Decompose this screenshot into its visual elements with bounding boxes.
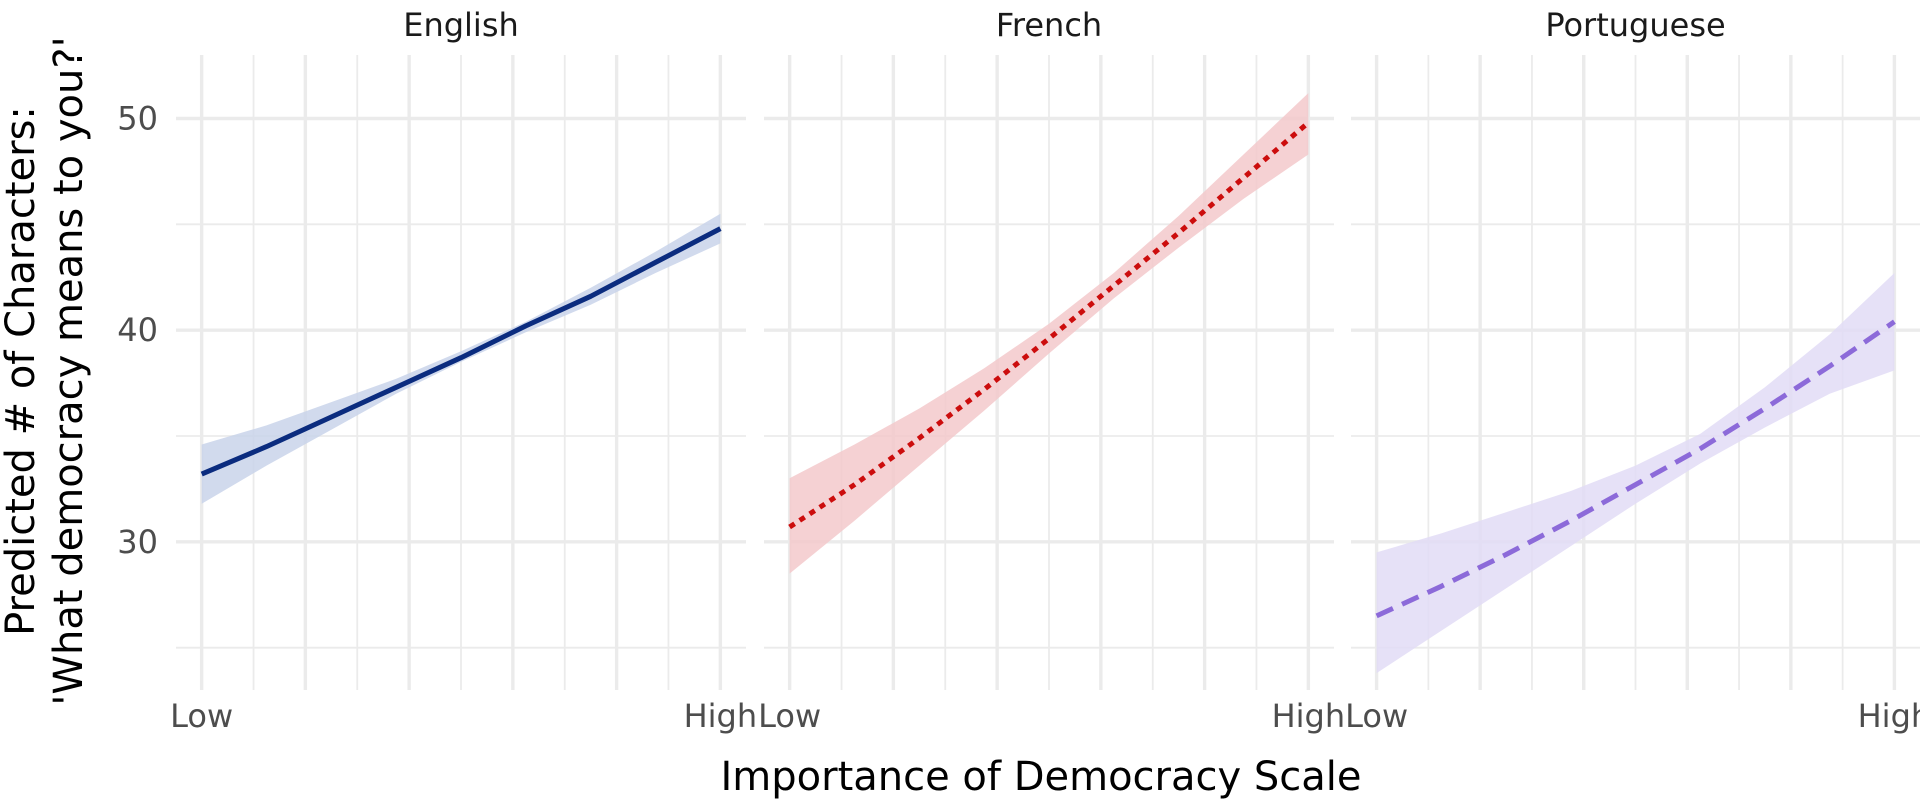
y-tick-label: 40	[117, 311, 158, 349]
confidence-ribbon-french	[789, 93, 1309, 574]
x-axis-title: Importance of Democracy Scale	[721, 754, 1362, 800]
panel-portuguese: Portuguese Low High	[1345, 6, 1920, 735]
y-axis-title-line-1: Predicted # of Characters:	[0, 106, 44, 636]
y-tick-label: 30	[117, 523, 158, 561]
y-axis-ticks: 30 40 50	[117, 100, 158, 561]
x-tick-label: High	[1272, 697, 1346, 735]
x-tick-label: Low	[170, 697, 233, 735]
x-tick-label: High	[1858, 697, 1920, 735]
y-tick-label: 50	[117, 100, 158, 138]
y-axis-title: Predicted # of Characters: 'What democra…	[0, 36, 92, 705]
fit-line-english	[200, 226, 722, 477]
y-axis-title-line-2: 'What democracy means to you?'	[46, 36, 92, 705]
fit-line-portuguese	[1375, 319, 1896, 619]
x-tick-label: Low	[1345, 697, 1408, 735]
confidence-ribbon-portuguese	[1376, 273, 1895, 674]
facet-label: English	[403, 6, 519, 44]
panel-english: English Low High	[170, 6, 757, 735]
fit-line-french	[788, 120, 1310, 530]
facet-label: French	[996, 6, 1102, 44]
panel-french: French Low High	[758, 6, 1345, 735]
facet-label: Portuguese	[1545, 6, 1725, 44]
x-tick-label: High	[684, 697, 758, 735]
x-tick-label: Low	[758, 697, 821, 735]
